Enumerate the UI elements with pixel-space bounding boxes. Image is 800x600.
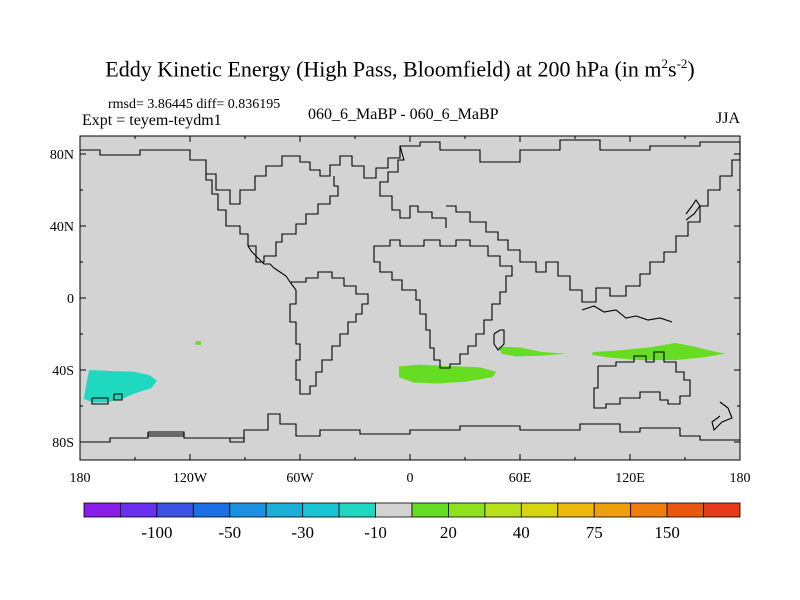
colorbar-swatch <box>703 502 741 518</box>
colorbar-swatch <box>666 502 704 518</box>
experiment-label: Expt = teyem-teydm1 <box>82 112 222 129</box>
coastline-japan <box>685 199 701 221</box>
region-south-atlantic-positive <box>399 364 497 384</box>
y-tick-label: 80S <box>52 436 74 451</box>
coastline-island-1 <box>147 431 185 437</box>
shaded-regions <box>83 341 726 403</box>
colorbar-swatch <box>229 502 267 518</box>
colorbar-swatch <box>192 502 231 518</box>
colorbar-label: -10 <box>364 523 387 542</box>
rmsd-diff-stats: rmsd= 3.86445 diff= 0.836195 <box>108 97 281 112</box>
colorbar-swatch <box>520 502 559 518</box>
coastline-north-america <box>205 173 339 263</box>
season-label: JJA <box>716 110 741 127</box>
colorbar-label: -30 <box>291 523 314 542</box>
y-tick-label: 0 <box>67 292 74 307</box>
colorbar-swatch <box>83 502 121 518</box>
colorbar-label: -50 <box>218 523 241 542</box>
colorbar-label: 75 <box>586 523 603 542</box>
colorbar-label: 40 <box>513 523 530 542</box>
colorbar-swatch <box>120 502 158 518</box>
x-tick-label: 60W <box>286 471 314 486</box>
coastline-south-america <box>289 271 369 395</box>
title-mid: s <box>668 56 677 82</box>
coastline-africa <box>373 239 513 369</box>
y-axis-ticks: 80N 40N 0 40S 80S <box>50 148 740 451</box>
colorbar-swatch <box>593 502 632 518</box>
map-background <box>80 136 740 460</box>
colorbar-label: 20 <box>440 523 457 542</box>
coastline-indonesia <box>581 305 673 323</box>
coastline-new-zealand <box>711 401 733 432</box>
region-south-pacific-negative <box>83 370 157 403</box>
colorbar-swatch <box>484 502 522 518</box>
title-main: Eddy Kinetic Energy (High Pass, Bloomfie… <box>105 56 662 82</box>
y-tick-label: 80N <box>50 148 74 163</box>
colorbar-swatch <box>375 502 413 518</box>
coastlines <box>80 139 741 443</box>
x-tick-label: 180 <box>730 471 751 486</box>
coastline-island-4 <box>113 393 123 401</box>
title-end: ) <box>687 56 695 82</box>
colorbar-swatch <box>156 502 194 518</box>
region-indian-ocean-positive <box>498 346 566 357</box>
x-tick-label: 120W <box>173 471 208 486</box>
coastline-antarctica <box>80 413 740 443</box>
coastline-island-3 <box>91 397 109 405</box>
x-tick-label: 60E <box>509 471 532 486</box>
x-tick-label: 180 <box>70 471 91 486</box>
colorbar-swatch <box>265 502 304 518</box>
region-small-green-blob <box>195 341 201 345</box>
y-tick-label: 40N <box>50 220 74 235</box>
coastline-arctic <box>80 142 421 205</box>
colorbar-swatch <box>411 502 449 518</box>
coastline-australia <box>593 351 691 409</box>
title-sup-2: -2 <box>676 56 688 71</box>
x-tick-label: 120E <box>615 471 645 486</box>
x-tick-label: 0 <box>407 471 414 486</box>
case-label: 060_6_MaBP - 060_6_MaBP <box>308 106 499 123</box>
y-tick-label: 40S <box>52 364 74 379</box>
colorbar-swatch <box>302 502 340 518</box>
chart-title: Eddy Kinetic Energy (High Pass, Bloomfie… <box>0 56 800 82</box>
colorbar-swatch <box>630 502 668 518</box>
coastline-island-2 <box>230 437 245 443</box>
coastline-europe <box>379 145 447 228</box>
colorbar <box>83 502 741 518</box>
x-axis-ticks: 180 120W 60W 0 60E 120E 180 <box>70 136 751 486</box>
coastline-central-america <box>247 245 291 283</box>
coastline-madagascar <box>493 329 505 351</box>
colorbar-swatch <box>557 502 595 518</box>
colorbar-swatch <box>448 502 486 518</box>
colorbar-swatch <box>338 502 376 518</box>
colorbar-label: -100 <box>141 523 172 542</box>
title-sup-1: 2 <box>661 56 669 71</box>
colorbar-labels: -100 -50 -30 -10 20 40 75 150 <box>141 523 680 542</box>
colorbar-label: 150 <box>654 523 680 542</box>
coastline-asia <box>420 139 741 303</box>
